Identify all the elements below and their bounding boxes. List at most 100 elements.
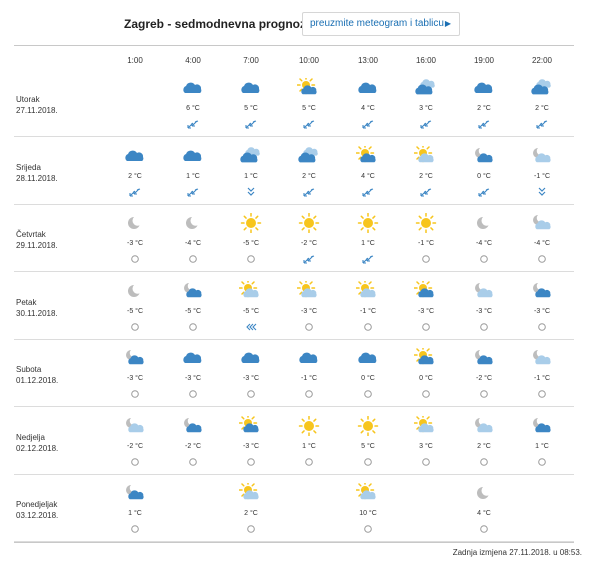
calm-icon [305,457,313,466]
forecast-cell: -2 °C [168,408,218,475]
temperature: -2 °C [126,442,144,450]
row-divider [14,541,574,542]
day-row: Ponedjeljak 03.12.2018. 1 °C 2 °C 10 °C 4 °C [0,475,600,542]
forecast-cell: 1 °C [284,408,334,475]
temperature: -4 °C [533,240,551,247]
forecast-cell: -4 °C [459,205,509,272]
sun-cloud-icon [414,280,434,297]
forecast-cell: -1 °C [284,340,334,407]
sun-cloud-light-icon [356,483,376,500]
forecast-cell: 1 °C [168,138,218,205]
calm-icon [247,457,255,466]
cloud-icon [183,82,202,93]
day-label: Utorak 27.11.2018. [16,94,58,116]
calm-icon [131,322,139,331]
row-divider [14,406,574,407]
temperature: -1 °C [533,375,551,382]
wind-sw-icon [187,120,199,129]
sun-cloud-icon [414,348,434,365]
sun-icon [357,213,379,233]
cloud-icon [241,352,260,363]
temperature: -3 °C [242,442,260,450]
hour-label: 13:00 [357,56,379,65]
forecast-cell: 3 °C [401,408,451,475]
header: Zagreb - sedmodnevna prognoza preuzmite … [0,12,600,38]
day-date: 28.11.2018. [16,173,58,183]
wind-sw-icon [420,188,432,197]
forecast-cell: 4 °C [343,138,393,205]
forecast-cell: -1 °C [343,273,393,340]
wind-sw-icon [245,120,257,129]
forecast-cell: 5 °C [226,70,276,137]
cloud-dark-icon [415,79,435,95]
day-label: Srijeda 28.11.2018. [16,162,58,184]
forecast-cell: 0 °C [401,340,451,407]
sun-cloud-light-icon [356,280,376,297]
moon-icon [477,485,492,499]
calm-icon [422,457,430,466]
cloud-icon [183,150,202,161]
temperature: -2 °C [300,240,318,247]
calm-icon [247,255,255,263]
temperature: -3 °C [417,307,435,315]
day-row: Utorak 27.11.2018. 6 °C 5 °C 5 °C 4 °C 3 °C 2 °… [0,70,600,137]
temperature: -2 °C [184,442,202,450]
last-change-note: Zadnja izmjena 27.11.2018. u 08:53. [452,548,582,557]
temperature: -5 °C [242,307,260,315]
temperature: 2 °C [302,172,316,180]
day-date: 27.11.2018. [16,106,58,115]
forecast-cell: -3 °C [110,205,160,272]
hour-label: 22:00 [531,56,553,65]
forecast-cell: -3 °C [284,273,334,340]
forecast-cell: -1 °C [517,340,567,407]
forecast-cell: -1 °C [517,138,567,205]
hour-label: 19:00 [473,56,495,65]
sun-icon [357,415,379,436]
calm-icon [422,322,430,331]
forecast-cell: -5 °C [226,205,276,272]
temperature: 2 °C [477,442,491,450]
moon-cloud-light-icon [126,416,144,432]
calm-icon [364,390,372,398]
moon-cloud-light-icon [475,281,493,297]
wind-sw-icon [362,255,374,264]
day-name: Nedjelja [16,432,45,442]
forecast-cell: -3 °C [401,273,451,340]
temperature: 6 °C [186,105,200,112]
calm-icon [422,255,430,263]
moon-icon [477,215,492,229]
row-divider [14,271,574,272]
forecast-cell: 2 °C [284,138,334,205]
day-label: Subota 01.12.2018. [16,364,58,386]
wind-sw-icon [478,120,490,129]
forecast-cell: 10 °C [343,475,393,542]
wind-sw-icon [187,188,199,197]
day-row: Subota 01.12.2018. -3 °C -3 °C -3 °C -1 °C 0 °… [0,340,600,407]
calm-icon [480,525,488,533]
calm-icon [480,255,488,263]
sun-icon [415,213,437,233]
cloud-icon [183,352,202,363]
forecast-cell: -3 °C [226,408,276,475]
temperature: 5 °C [361,442,375,450]
calm-icon [305,390,313,398]
calm-icon [480,457,488,466]
temperature: -4 °C [475,240,493,247]
calm-icon [422,390,430,398]
row-divider [14,203,574,205]
temperature: 1 °C [302,442,316,450]
temperature: 1 °C [535,442,549,450]
day-name: Utorak [16,95,40,104]
hour-label: 10:00 [298,56,320,65]
day-row: Srijeda 28.11.2018. 2 °C 1 °C 1 °C 2 °C 4 °C 2 … [0,138,600,205]
download-meteogram-button[interactable]: preuzmite meteogram i tablicu ▶ [302,12,460,36]
hour-label: 1:00 [127,56,143,65]
forecast-cell: 2 °C [110,138,160,205]
temperature: 10 °C [359,510,377,517]
temperature: 0 °C [419,375,433,382]
moon-cloud-light-icon [533,146,551,162]
day-label: Ponedjeljak 03.12.2018. [16,499,58,521]
moon-cloud-icon [475,146,493,162]
day-row: Nedjelja 02.12.2018. -2 °C -2 °C -3 °C 1 °C 5 … [0,408,600,475]
moon-cloud-icon [184,281,202,297]
